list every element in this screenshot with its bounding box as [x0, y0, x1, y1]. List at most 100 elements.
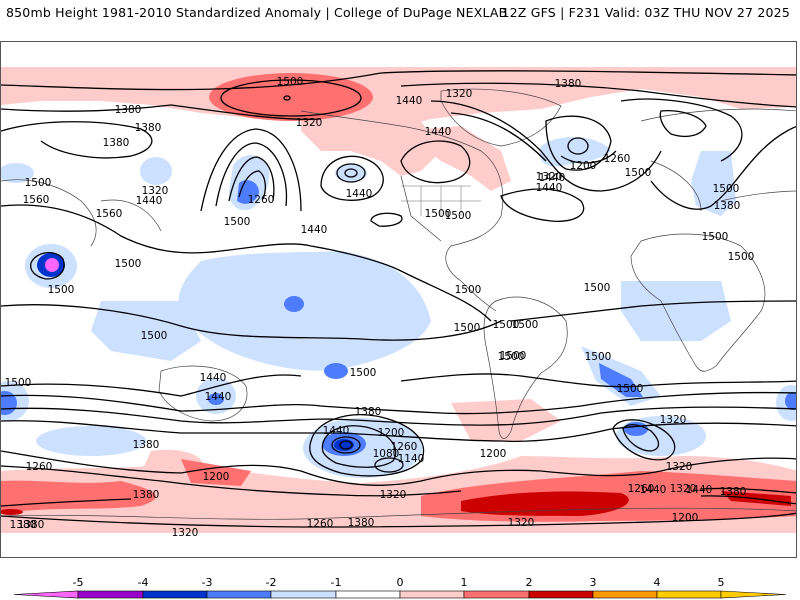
- colorbar-tick-label: 4: [653, 576, 661, 589]
- contour-s-1200: [1, 465, 462, 497]
- contour-label: 1440: [425, 126, 452, 138]
- colorbar-tick-label: 0: [396, 576, 404, 589]
- contour-label: 1260: [307, 518, 334, 530]
- anomaly-map: 1500144013801320138014401320138013801500…: [1, 67, 796, 539]
- contour-label: 1260: [26, 461, 53, 473]
- contour-india-low: [30, 252, 65, 280]
- contour-north-1440: [1, 70, 796, 91]
- colorbar-segment: [463, 590, 530, 599]
- contour-label: 1500: [5, 377, 32, 389]
- contour-label: 1200: [203, 471, 230, 483]
- contour-label: 1380: [720, 486, 747, 498]
- africa-outline: [630, 233, 766, 372]
- contour-s-1380: [1, 406, 796, 426]
- contour-label: 1440: [205, 391, 232, 403]
- colorbar-segment: [592, 590, 658, 599]
- contour-label: 1440: [136, 195, 163, 207]
- contour-north-1380: [1, 82, 796, 120]
- contour-label: 1140: [398, 453, 425, 465]
- moderate-positive-anomaly-south-central: [181, 459, 251, 486]
- colorbar-segment: [77, 590, 144, 599]
- contour-label: 1320: [666, 461, 693, 473]
- negative-anomaly-tropical-pacific: [178, 251, 431, 371]
- contour-label: 1500: [277, 76, 304, 88]
- colorbar-tick-label: -5: [72, 576, 84, 589]
- contour-label: 1560: [96, 208, 123, 220]
- contour-label: 1500: [48, 284, 75, 296]
- contour-label: 1320: [508, 517, 535, 529]
- strong-positive-anomaly-arctic: [209, 73, 373, 121]
- contour-n-atlantic-low: [567, 137, 589, 155]
- model-run-info: 12Z GFS | F231 Valid: 03Z THU NOV 27 202…: [501, 5, 790, 20]
- contour-s-1260: [1, 450, 796, 486]
- contour-label: 1320: [296, 117, 323, 129]
- contour-label: 1440: [301, 224, 328, 236]
- contour-label: 1440: [346, 188, 373, 200]
- contour-label: 1260: [604, 153, 631, 165]
- contour-sp-low-outer: [309, 414, 425, 477]
- contour-europe: [620, 98, 796, 210]
- contour-label: 1380: [135, 122, 162, 134]
- contour-label: 1440: [323, 425, 350, 437]
- contour-west-pacific: [1, 121, 153, 159]
- anomaly-colorbar: [13, 590, 787, 599]
- contour-label: 1380: [133, 439, 160, 451]
- contour-label: 1320: [660, 414, 687, 426]
- contour-greenland-trough: [430, 100, 662, 192]
- negative-anomaly-n-atlantic: [539, 136, 611, 167]
- contour-label: 1260: [248, 194, 275, 206]
- contour-label: 1500: [584, 282, 611, 294]
- contour-label: 1440: [200, 372, 227, 384]
- eurasia-outline: [1, 108, 796, 247]
- map-panel: 1500 1440 1380 1320 1380 1440 1320 1380 1380 1500…: [0, 41, 797, 558]
- colorbar-tick-label: -3: [201, 576, 213, 589]
- contour-label: 1380: [348, 517, 375, 529]
- contour-label: 1380: [555, 78, 582, 90]
- contour-n-atlantic-1500: [500, 188, 585, 222]
- contour-label: 1500: [617, 383, 644, 395]
- contour-label: 1380: [133, 489, 160, 501]
- strong-negative-anomaly-pacific: [284, 296, 304, 312]
- colorbar-segment: [656, 590, 722, 599]
- contour-label: 1560: [23, 194, 50, 206]
- contour-label: 1500: [141, 330, 168, 342]
- contour-gulf-alaska: [320, 155, 384, 201]
- contour-label: 1320: [380, 489, 407, 501]
- contour-label: 1500: [498, 351, 525, 363]
- strong-negative-anomaly-s-atlantic: [599, 363, 643, 397]
- contour-arctic-high: [220, 79, 362, 117]
- us-borders: [401, 185, 481, 216]
- contour-label: 1200: [480, 448, 507, 460]
- contour-si-low: [612, 419, 676, 461]
- strong-negative-anomaly-pacific-2: [324, 363, 348, 379]
- negative-anomaly-africa: [621, 281, 731, 341]
- contour-label: 1380: [103, 137, 130, 149]
- contour-asia-1500: [1, 204, 492, 322]
- contour-label: 1080: [373, 448, 400, 460]
- contour-tropical-1500: [1, 300, 796, 341]
- contour-far-south-1440: [1, 487, 796, 507]
- contour-label: 1440: [396, 95, 423, 107]
- contour-label: 1500: [350, 367, 377, 379]
- contour-label: 1500: [224, 216, 251, 228]
- contour-s-1440: [1, 391, 796, 415]
- anomaly-shading: [1, 67, 796, 533]
- contour-label: 1440: [536, 182, 563, 194]
- contour-label: 1500: [500, 350, 527, 362]
- contour-label: 1500: [25, 177, 52, 189]
- colorbar-segment: [528, 590, 594, 599]
- contour-label: 1500: [702, 231, 729, 243]
- contour-label: 1500: [512, 319, 539, 331]
- contour-label: 1320: [536, 171, 563, 183]
- australia-outline: [158, 365, 248, 422]
- colorbar-min-arrow: [13, 590, 79, 599]
- contour-label: 1500: [625, 167, 652, 179]
- positive-anomaly-north: [1, 67, 796, 151]
- contour-label: 1500: [445, 210, 472, 222]
- contour-label: 1380: [115, 104, 142, 116]
- contour-label: 1500: [728, 251, 755, 263]
- contour-label: 1500: [115, 258, 142, 270]
- negative-anomaly-gulf-alaska: [335, 164, 367, 182]
- contour-label: 1380: [10, 519, 37, 531]
- colorbar-segment: [270, 590, 337, 599]
